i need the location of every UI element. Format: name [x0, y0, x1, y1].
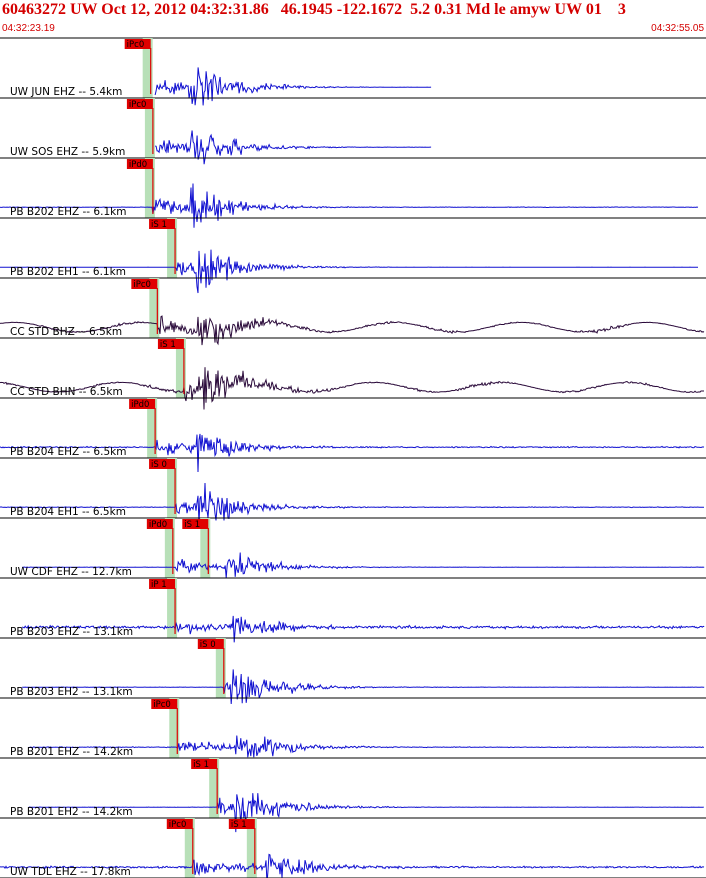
pick-tag-box: [157, 339, 184, 349]
pick-window: [169, 698, 180, 758]
pick-tag: iPc0: [127, 40, 145, 50]
waveform: [0, 183, 699, 228]
pick-tag: iS 1: [160, 340, 176, 350]
waveform: [0, 249, 698, 294]
pick-window: [184, 818, 195, 878]
trace-label: UW JUN EHZ -- 5.4km: [10, 86, 122, 98]
pick-tag-box: [151, 699, 178, 709]
pick-tag-box: [146, 519, 173, 529]
pick-tag-box: [129, 399, 156, 409]
pick-window: [215, 638, 226, 698]
trace-9: iPd0 iS 1 UW CDF EHZ -- 12.7km: [10, 518, 705, 578]
waveform: [0, 482, 705, 524]
waveform: [0, 315, 705, 346]
pick-window: [167, 578, 178, 638]
pick-window: [149, 278, 160, 338]
waveform: [28, 793, 704, 833]
pick-tag: iS 1: [193, 760, 209, 770]
pick-tag: iPd0: [131, 400, 149, 410]
waveform: [154, 130, 432, 165]
trace-label: CC STD BHN -- 6.5km: [10, 386, 123, 398]
trace-label: PB B203 EH2 -- 13.1km: [10, 686, 133, 698]
pick-tag-box: [191, 759, 218, 769]
pick-window: [144, 98, 155, 158]
waveform: [0, 853, 705, 878]
trace-13: iS 1 PB B201 EH2 -- 14.2km: [10, 758, 704, 833]
trace-12: iPc0 PB B201 EHZ -- 14.2km: [10, 698, 705, 758]
waveform: [22, 615, 705, 643]
pick-window: [175, 338, 186, 398]
pick-tag: iPc0: [153, 700, 171, 710]
pick-tag: iPd0: [149, 520, 167, 530]
pick-tag: iS 1: [151, 220, 167, 230]
pick-window: [200, 518, 211, 578]
end-time: 04:32:55.05: [651, 23, 704, 34]
pick-window: [147, 398, 158, 458]
pick-tag: iPd0: [129, 160, 147, 170]
pick-tag: iS 0: [151, 460, 167, 470]
pick-tag-box: [149, 219, 176, 229]
trace-1: iPc0 UW JUN EHZ -- 5.4km: [10, 38, 432, 106]
pick-tag-box: [131, 279, 158, 289]
trace-label: PB B204 EHZ -- 6.5km: [10, 446, 126, 458]
pick-window: [167, 218, 178, 278]
trace-label: PB B203 EHZ -- 13.1km: [10, 626, 133, 638]
pick-tag-box: [197, 639, 224, 649]
pick-tag-box: [149, 459, 176, 469]
trace-label: UW TDL EHZ -- 17.8km: [10, 866, 131, 878]
pick-tag: iS 1: [184, 520, 200, 530]
pick-window: [142, 38, 153, 98]
trace-label: PB B202 EH1 -- 6.1km: [10, 266, 126, 278]
pick-window: [209, 758, 220, 818]
waveform: [0, 367, 704, 410]
waveform: [154, 67, 432, 106]
pick-tag-box: [124, 39, 151, 49]
waveform: [22, 669, 705, 705]
pick-tag: iPc0: [169, 820, 187, 830]
trace-label: UW CDF EHZ -- 12.7km: [10, 566, 132, 578]
trace-11: iS 0 PB B203 EH2 -- 13.1km: [10, 638, 705, 705]
trace-label: PB B201 EH2 -- 14.2km: [10, 806, 133, 818]
trace-6: iS 1 CC STD BHN -- 6.5km: [0, 338, 704, 410]
pick-window: [164, 518, 175, 578]
trace-label: PB B202 EHZ -- 6.1km: [10, 206, 126, 218]
pick-window: [246, 818, 257, 878]
pick-tag: iP 1: [151, 580, 167, 590]
trace-3: iPd0 PB B202 EHZ -- 6.1km: [0, 158, 699, 228]
pick-window: [144, 158, 155, 218]
trace-4: iS 1 PB B202 EH1 -- 6.1km: [0, 218, 698, 294]
trace-label: UW SOS EHZ -- 5.9km: [10, 146, 125, 158]
trace-label: CC STD BHZ -- 6.5km: [10, 326, 122, 338]
pick-tag: iS 0: [200, 640, 216, 650]
pick-tag-box: [228, 819, 255, 829]
trace-2: iPc0 UW SOS EHZ -- 5.9km: [10, 98, 432, 165]
trace-8: iS 0 PB B204 EH1 -- 6.5km: [0, 458, 705, 524]
trace-5: iPc0 CC STD BHZ -- 6.5km: [0, 278, 705, 346]
pick-window: [167, 458, 178, 518]
event-title: 60463272 UW Oct 12, 2012 04:32:31.86 46.…: [2, 1, 626, 18]
start-time: 04:32:23.19: [2, 23, 55, 34]
pick-tag-box: [126, 99, 153, 109]
pick-tag-box: [149, 579, 176, 589]
pick-tag: iS 1: [231, 820, 247, 830]
waveform: [22, 552, 705, 578]
trace-10: iP 1 PB B203 EHZ -- 13.1km: [10, 578, 705, 643]
pick-tag-box: [182, 519, 209, 529]
waveform: [0, 433, 705, 473]
trace-14: iPc0 iS 1 UW TDL EHZ -- 17.8km: [0, 818, 705, 878]
pick-tag: iPc0: [129, 100, 147, 110]
trace-label: PB B204 EH1 -- 6.5km: [10, 506, 126, 518]
trace-7: iPd0 PB B204 EHZ -- 6.5km: [0, 398, 705, 473]
waveform: [28, 735, 705, 758]
pick-tag-box: [126, 159, 153, 169]
pick-tag: iPc0: [133, 280, 151, 290]
trace-label: PB B201 EHZ -- 14.2km: [10, 746, 133, 758]
pick-tag-box: [166, 819, 193, 829]
